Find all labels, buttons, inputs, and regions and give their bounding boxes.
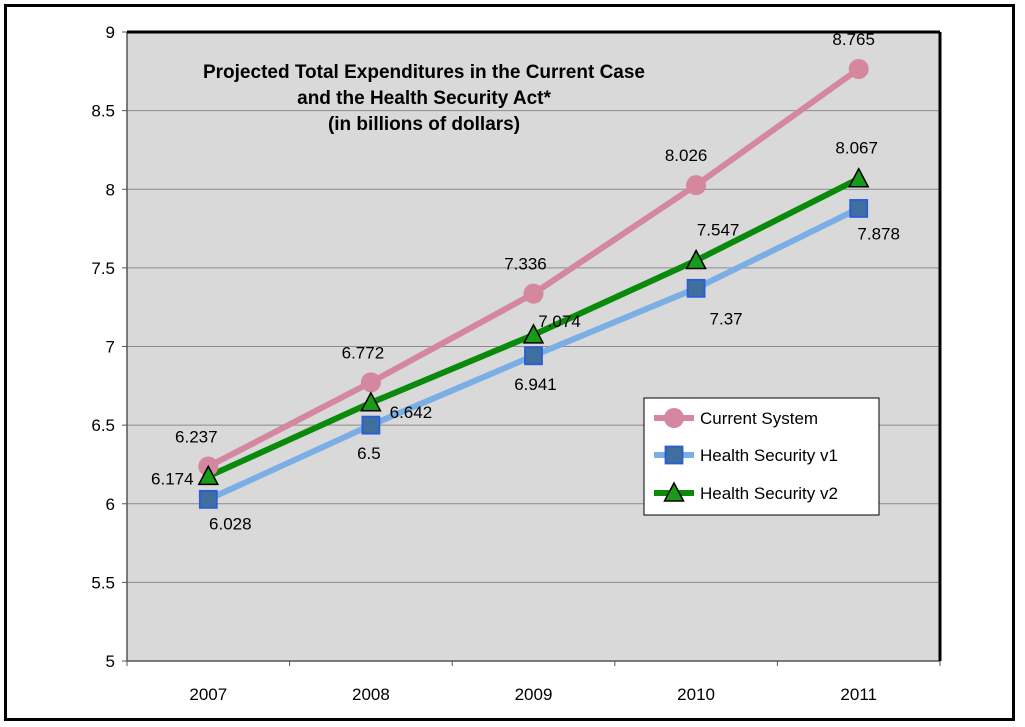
y-tick-label: 7 xyxy=(106,338,115,357)
data-label: 7.074 xyxy=(538,312,581,331)
y-tick-label: 6.5 xyxy=(91,416,115,435)
y-tick-label: 8 xyxy=(106,180,115,199)
series-1-point xyxy=(686,278,706,298)
series-1-point xyxy=(198,489,218,509)
series-1-point xyxy=(524,346,543,366)
series-2-point xyxy=(522,323,545,344)
chart-title-line: (in billions of dollars) xyxy=(328,114,520,135)
data-label: 7.547 xyxy=(697,220,740,239)
legend-label: Current System xyxy=(700,409,818,428)
series-0-point xyxy=(523,283,544,304)
legend-marker xyxy=(663,481,685,502)
x-tick-label: 2008 xyxy=(352,685,390,704)
data-label: 7.878 xyxy=(857,224,900,243)
series-2-point xyxy=(360,391,382,412)
series-0-point xyxy=(360,372,381,393)
data-label: 6.237 xyxy=(175,427,218,446)
y-tick-label: 6 xyxy=(106,495,115,514)
data-label: 6.5 xyxy=(357,444,381,463)
legend-marker xyxy=(664,445,684,465)
data-label: 6.941 xyxy=(514,375,557,394)
data-label: 6.772 xyxy=(342,343,385,362)
legend-label: Health Security v1 xyxy=(700,446,838,465)
x-tick-label: 2009 xyxy=(515,685,553,704)
data-label: 8.067 xyxy=(835,139,878,158)
y-tick-label: 8.5 xyxy=(91,102,115,121)
y-tick-label: 5 xyxy=(106,652,115,671)
x-tick-label: 2010 xyxy=(677,685,715,704)
series-0-point xyxy=(848,58,869,79)
chart-title-line: Projected Total Expenditures in the Curr… xyxy=(203,62,645,83)
legend-label: Health Security v2 xyxy=(700,484,838,503)
series-0-point xyxy=(686,175,707,196)
y-tick-label: 5.5 xyxy=(91,573,115,592)
series-1-point xyxy=(361,415,381,435)
series-2-point xyxy=(197,464,220,486)
x-tick-label: 2011 xyxy=(840,685,877,704)
chart-title-line: and the Health Security Act* xyxy=(297,88,551,109)
y-tick-label: 7.5 xyxy=(91,259,115,278)
data-label: 6.028 xyxy=(209,514,252,533)
data-label: 8.765 xyxy=(832,30,875,49)
series-1-point xyxy=(849,199,869,218)
series-2-point xyxy=(847,167,870,188)
x-tick-label: 2007 xyxy=(189,685,227,704)
data-label: 6.642 xyxy=(390,403,433,422)
y-tick-label: 9 xyxy=(106,23,115,42)
series-2-point xyxy=(685,248,707,270)
legend-marker xyxy=(664,408,684,428)
data-label: 8.026 xyxy=(665,146,708,165)
data-label: 7.336 xyxy=(504,255,547,274)
data-label: 6.174 xyxy=(151,469,194,488)
data-label: 7.37 xyxy=(710,309,743,328)
